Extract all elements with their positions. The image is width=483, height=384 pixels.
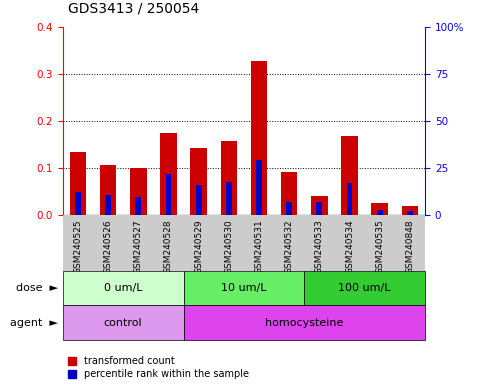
Bar [63, 271, 184, 305]
Bar [341, 136, 358, 215]
Bar [190, 148, 207, 215]
Bar [402, 206, 418, 215]
Bar [407, 211, 413, 215]
Bar [70, 152, 86, 215]
Bar [316, 202, 322, 215]
Bar [371, 203, 388, 215]
Bar [221, 141, 237, 215]
Text: GSM240525: GSM240525 [73, 220, 83, 274]
Text: control: control [104, 318, 142, 328]
Text: dose  ►: dose ► [16, 283, 58, 293]
Bar [311, 196, 327, 215]
Bar [130, 167, 146, 215]
Text: 10 um/L: 10 um/L [221, 283, 267, 293]
Bar [196, 185, 201, 215]
Text: GSM240529: GSM240529 [194, 220, 203, 274]
Text: GSM240848: GSM240848 [405, 220, 414, 274]
Bar [105, 195, 111, 215]
Bar [184, 271, 304, 305]
Bar [166, 174, 171, 215]
Bar [63, 305, 184, 340]
Text: GSM240533: GSM240533 [315, 220, 324, 274]
Text: 100 um/L: 100 um/L [339, 283, 391, 293]
Text: agent  ►: agent ► [10, 318, 58, 328]
Bar [347, 183, 353, 215]
Text: GSM240528: GSM240528 [164, 220, 173, 274]
Bar [226, 182, 232, 215]
Bar [251, 61, 267, 215]
Text: GSM240534: GSM240534 [345, 220, 354, 274]
Text: homocysteine: homocysteine [265, 318, 343, 328]
Bar [304, 271, 425, 305]
Text: GSM240530: GSM240530 [224, 220, 233, 274]
Bar [75, 192, 81, 215]
Text: GSM240527: GSM240527 [134, 220, 143, 274]
Text: GSM240535: GSM240535 [375, 220, 384, 274]
Bar [281, 172, 298, 215]
Bar [160, 133, 177, 215]
Bar [256, 159, 262, 215]
Bar [135, 197, 141, 215]
Bar [286, 202, 292, 215]
Legend: transformed count, percentile rank within the sample: transformed count, percentile rank withi… [68, 356, 249, 379]
Bar [184, 305, 425, 340]
Text: GSM240526: GSM240526 [103, 220, 113, 274]
Bar [100, 165, 116, 215]
Text: GSM240531: GSM240531 [255, 220, 264, 274]
Text: GSM240532: GSM240532 [284, 220, 294, 274]
Bar [377, 210, 383, 215]
Text: GDS3413 / 250054: GDS3413 / 250054 [68, 2, 199, 15]
Text: 0 um/L: 0 um/L [104, 283, 142, 293]
